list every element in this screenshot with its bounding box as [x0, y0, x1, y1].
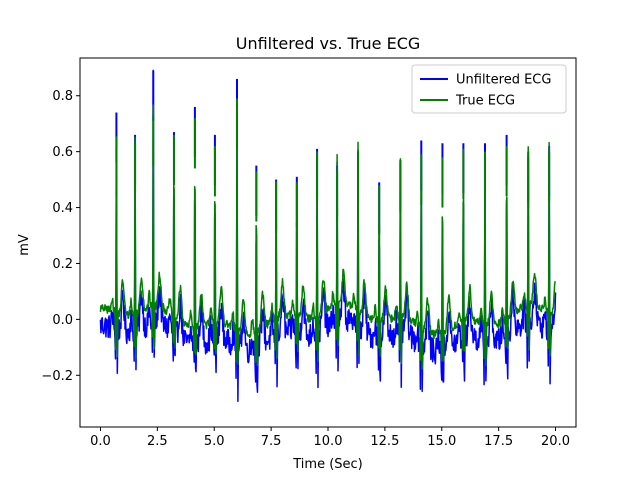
legend-box: [411, 64, 567, 114]
x-tick-label: 0.0: [90, 434, 111, 449]
y-tick-label: 0.2: [52, 257, 73, 272]
x-tick-label: 7.5: [261, 434, 282, 449]
x-tick-label: 10.0: [314, 434, 343, 449]
x-tick-label: 20.0: [541, 434, 570, 449]
x-axis-label: Time (Sec): [292, 457, 363, 472]
y-tick-label: 0.0: [52, 313, 73, 328]
y-axis-label: mV: [17, 234, 32, 256]
x-tick-label: 5.0: [204, 434, 225, 449]
x-tick-label: 2.5: [147, 434, 168, 449]
legend: Unfiltered ECG True ECG: [411, 64, 567, 114]
legend-label-0: Unfiltered ECG: [456, 73, 551, 88]
x-tick-label: 15.0: [427, 434, 456, 449]
y-tick-label: 0.4: [52, 201, 73, 216]
series-line-true-ecg: [99, 104, 557, 370]
x-tick-label: 12.5: [370, 434, 399, 449]
plot-area: 0.0 2.5 5.0 7.5 10.0 12.5 15.0 17.5 20.0 −0.2 0.0 0…: [41, 57, 577, 449]
y-tick-label: 0.8: [52, 89, 73, 104]
chart-title: Unfiltered vs. True ECG: [236, 34, 421, 53]
series-line-unfiltered-ecg: [99, 69, 557, 403]
x-tick-label: 17.5: [484, 434, 513, 449]
y-tick-label: 0.6: [52, 145, 73, 160]
y-tick-label: −0.2: [41, 369, 73, 384]
legend-label-1: True ECG: [455, 94, 515, 109]
